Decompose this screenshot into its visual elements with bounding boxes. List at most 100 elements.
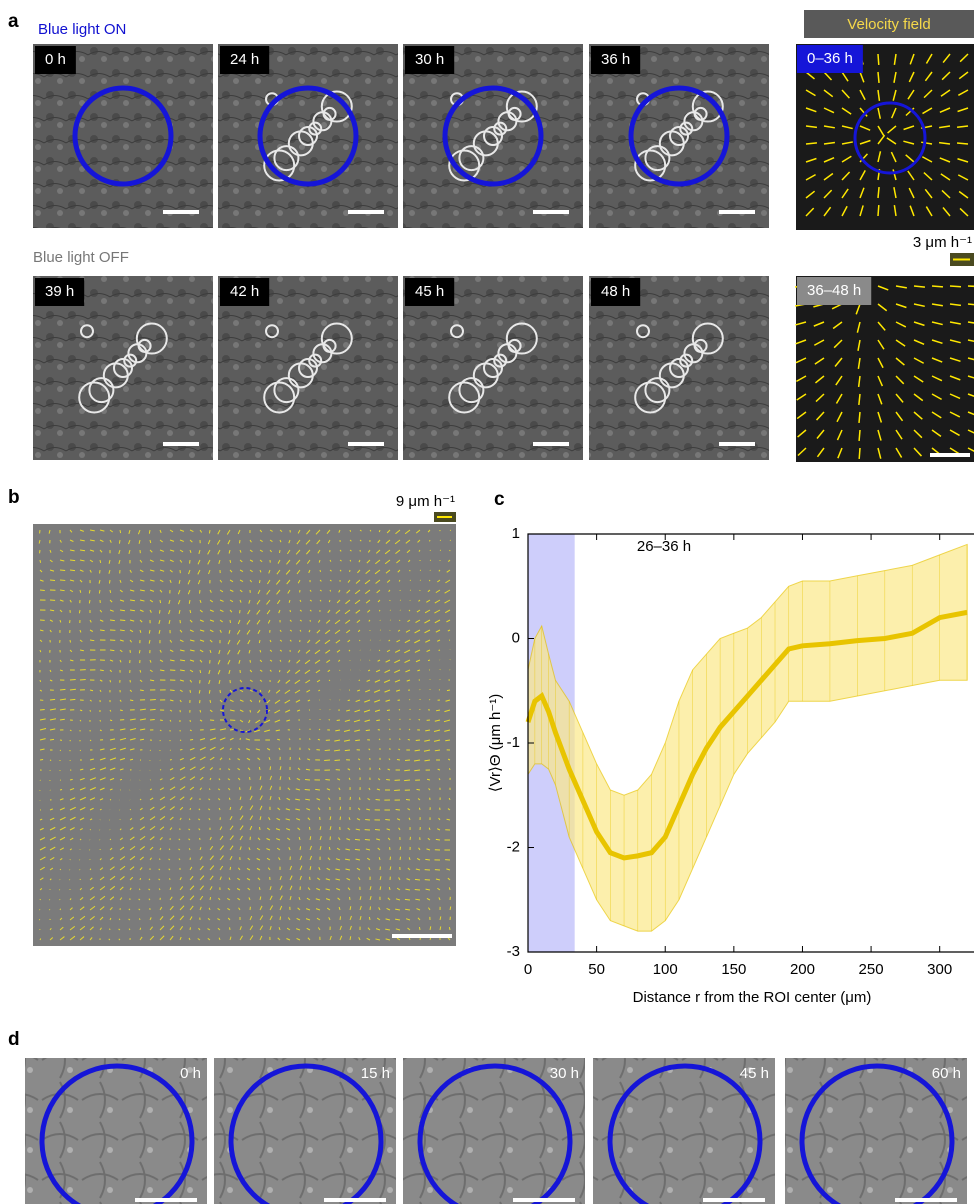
velocity-arrow xyxy=(365,819,370,820)
velocity-arrow xyxy=(130,700,133,701)
velocity-arrow xyxy=(80,679,86,680)
velocity-arrow xyxy=(859,448,860,459)
x-tick-label: 250 xyxy=(859,961,884,978)
velocity-arrow xyxy=(120,630,125,631)
x-tick-label: 300 xyxy=(927,961,952,978)
velocity-arrow xyxy=(110,590,111,593)
velocity-arrow xyxy=(190,730,192,731)
velocity-arrow xyxy=(436,839,440,840)
velocity-arrow xyxy=(210,700,211,703)
velocity-arrow xyxy=(190,610,191,613)
velocity-arrow xyxy=(400,857,401,860)
velocity-arrow xyxy=(406,799,410,800)
x-axis-label: Distance r from the ROI center (μm) xyxy=(633,989,872,1006)
panel-label: d xyxy=(8,1029,20,1050)
velocity-arrow xyxy=(449,887,450,890)
velocity-arrow xyxy=(369,917,370,920)
velocity-arrow xyxy=(429,699,430,700)
velocity-arrow xyxy=(120,530,121,533)
velocity-arrow xyxy=(399,709,400,710)
velocity-arrow xyxy=(450,540,451,541)
velocity-arrow xyxy=(355,849,360,850)
velocity-arrow xyxy=(200,710,201,712)
velocity-arrow xyxy=(139,889,140,890)
x-tick-label: 100 xyxy=(653,961,678,978)
velocity-arrow xyxy=(140,878,141,880)
velocity-arrow xyxy=(110,650,114,651)
time-label: 39 h xyxy=(45,283,74,300)
velocity-arrow xyxy=(200,670,201,673)
velocity-arrow xyxy=(100,560,101,563)
chart-title: 26–36 h xyxy=(637,538,691,555)
velocity-arrow xyxy=(40,650,41,652)
velocity-arrow xyxy=(270,766,271,770)
velocity-arrow xyxy=(260,650,261,652)
velocity-arrow xyxy=(140,670,141,672)
velocity-arrow xyxy=(408,739,410,740)
velocity-scale: 9 μm h⁻¹ xyxy=(396,493,455,510)
velocity-arrow xyxy=(410,580,411,581)
velocity-arrow xyxy=(415,889,420,890)
velocity-arrow xyxy=(318,739,320,740)
velocity-arrow xyxy=(878,54,879,65)
velocity-arrow xyxy=(405,899,410,900)
velocity-arrow xyxy=(440,550,441,551)
velocity-arrow xyxy=(399,739,400,740)
velocity-arrow xyxy=(89,590,90,593)
scale-bar xyxy=(703,1198,765,1202)
scale-bar xyxy=(719,442,755,446)
velocity-arrow xyxy=(420,580,421,581)
velocity-arrow xyxy=(324,760,330,761)
y-axis-label: ⟨Vr⟩Θ (μm h⁻¹) xyxy=(487,694,504,793)
velocity-arrow xyxy=(279,670,280,672)
time-label: 60 h xyxy=(932,1065,961,1082)
velocity-arrow xyxy=(100,730,102,731)
velocity-scale: 3 μm h⁻¹ xyxy=(913,234,972,251)
scale-bar xyxy=(930,453,970,457)
velocity-arrow xyxy=(49,909,50,910)
velocity-arrow xyxy=(305,789,310,790)
velocity-arrow xyxy=(379,610,380,611)
velocity-arrow xyxy=(60,750,61,751)
velocity-arrow xyxy=(60,719,65,720)
velocity-arrow xyxy=(149,530,150,534)
velocity-arrow xyxy=(40,560,41,563)
velocity-arrow xyxy=(359,680,360,681)
velocity-arrow xyxy=(350,560,351,561)
velocity-arrow xyxy=(859,412,860,423)
time-label: 0–36 h xyxy=(807,50,853,67)
x-tick-label: 200 xyxy=(790,961,815,978)
velocity-arrow xyxy=(337,720,340,721)
velocity-arrow xyxy=(329,847,330,850)
velocity-arrow xyxy=(40,680,41,682)
micrograph xyxy=(33,524,456,946)
velocity-arrow xyxy=(120,710,123,711)
velocity-arrow xyxy=(100,670,104,671)
velocity-arrow xyxy=(50,580,55,581)
velocity-arrow xyxy=(428,660,430,661)
velocity-arrow xyxy=(366,730,370,731)
scale-bar xyxy=(348,210,384,214)
condition-label: Blue light ON xyxy=(38,21,126,38)
scale-bar xyxy=(163,210,199,214)
velocity-arrow xyxy=(400,847,401,850)
velocity-arrow xyxy=(70,640,71,642)
time-label: 30 h xyxy=(415,51,444,68)
velocity-arrow xyxy=(259,700,260,702)
scale-bar xyxy=(135,1198,197,1202)
velocity-arrow xyxy=(376,720,380,721)
velocity-arrow xyxy=(140,928,141,930)
velocity-arrow xyxy=(40,939,41,940)
velocity-arrow xyxy=(170,759,172,760)
velocity-arrow xyxy=(120,610,125,611)
velocity-arrow xyxy=(149,630,150,634)
velocity-arrow xyxy=(40,709,45,710)
velocity-arrow xyxy=(419,808,420,810)
velocity-arrow xyxy=(399,620,400,621)
velocity-arrow xyxy=(305,779,310,780)
velocity-arrow xyxy=(315,789,320,790)
y-tick-label: 0 xyxy=(512,629,520,646)
velocity-arrow xyxy=(79,610,80,613)
velocity-arrow xyxy=(110,839,111,840)
scale-bar xyxy=(895,1198,957,1202)
